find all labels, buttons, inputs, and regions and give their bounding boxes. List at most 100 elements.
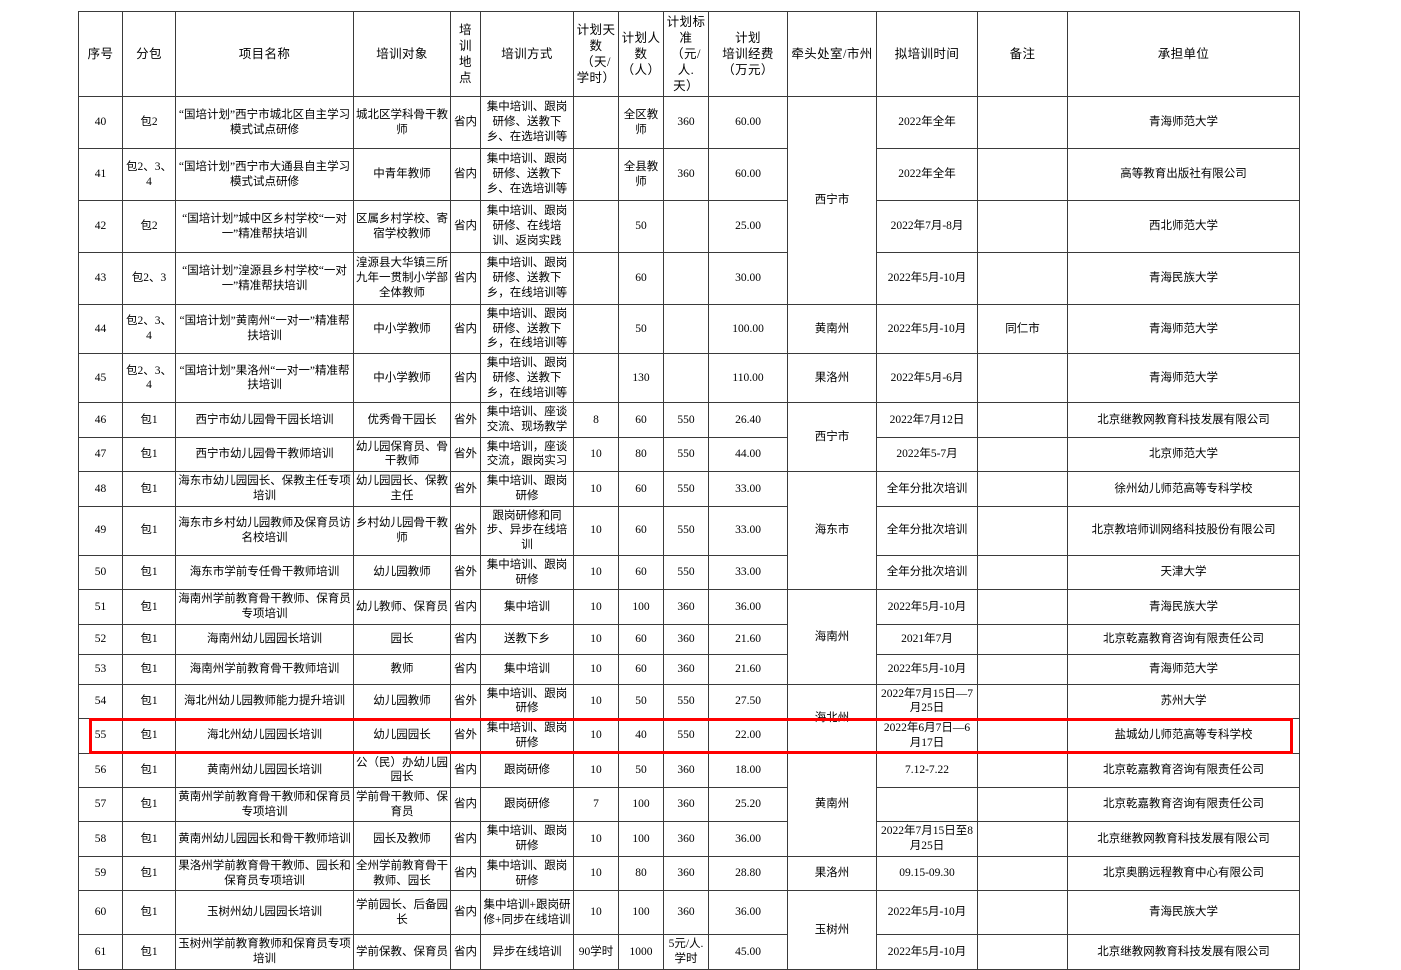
table-row[interactable]: 40 包2 “国培计划”西宁市城北区自主学习模式试点研修 城北区学科骨干教师 省内 集中培… <box>78 96 1300 305</box>
table-row[interactable]: 45 包2、3、4 “国培计划”果洛州“一对一”精准帮扶培训 中小学教师 省内 集中培训、… <box>78 353 1300 404</box>
cell-project: 果洛州学前教育骨干教师、园长和保育员专项培训 <box>175 855 354 892</box>
cell-seq: 49 <box>78 505 123 556</box>
table-row[interactable]: 58 包1 黄南州幼儿园园长和骨干教师培训 园长及教师 省内 集中培训、跟岗研修 10 100… <box>78 821 1300 857</box>
cell-standard: 550 <box>663 683 709 720</box>
cell-days: 10 <box>573 821 619 857</box>
cell-days: 10 <box>573 623 619 655</box>
cell-method: 集中培训 <box>480 653 574 685</box>
table-row[interactable]: 50 包1 海东市学前专任骨干教师培训 幼儿园教师 省外 集中培训、跟岗研修 10 60 550… <box>78 554 1300 591</box>
table-row[interactable]: 41 包2、3、4 “国培计划”西宁市大通县自主学习模式试点研修 中青年教师 省内 集中培… <box>78 148 1300 201</box>
cell-unit: 北京乾嘉教育咨询有限责任公司 <box>1067 752 1300 788</box>
cell-budget: 33.00 <box>708 505 788 556</box>
cell-method: 集中培训，座谈交流，跟岗实习 <box>480 436 574 473</box>
cell-days: 90学时 <box>573 934 619 970</box>
cell-audience: 湟源县大华镇三所九年一贯制小学部全体教师 <box>353 252 451 305</box>
cell-unit: 青海师范大学 <box>1067 653 1300 685</box>
cell-people: 50 <box>618 200 664 253</box>
cell-remark: 同仁市 <box>977 303 1068 355</box>
cell-project: “国培计划”西宁市城北区自主学习模式试点研修 <box>175 96 354 149</box>
cell-unit: 北京教培师训网络科技股份有限公司 <box>1067 505 1300 556</box>
cell-budget: 25.00 <box>708 200 788 253</box>
table-row[interactable]: 42 包2 “国培计划”城中区乡村学校“一对一”精准帮扶培训 区属乡村学校、寄宿学校教… <box>78 200 1300 253</box>
cell-unit: 徐州幼儿师范高等专科学校 <box>1067 471 1300 507</box>
table-row[interactable]: 52 包1 海南州幼儿园园长培训 园长 省内 送教下乡 10 60 360 21.60 2021年7… <box>78 623 1300 655</box>
cell-unit: 北京奥鹏远程教育中心有限公司 <box>1067 855 1300 892</box>
cell-seq: 42 <box>78 200 123 253</box>
cell-seq: 52 <box>78 623 123 655</box>
table-row[interactable]: 49 包1 海东市乡村幼儿园教师及保育员访名校培训 乡村幼儿园骨干教师 省外 跟岗研修和同… <box>78 505 1300 556</box>
table-row[interactable]: 51 包1 海南州学前教育骨干教师、保育员专项培训 幼儿教师、保育员 省内 集中培训 10 1… <box>78 589 1300 685</box>
cell-unit: 盐城幼儿师范高等专科学校 <box>1067 718 1300 754</box>
cell-period: 2022年5月-10月 <box>876 252 978 305</box>
cell-project: 海东市学前专任骨干教师培训 <box>175 554 354 591</box>
cell-package: 包1 <box>122 683 176 720</box>
cell-project: 西宁市幼儿园骨干教师培训 <box>175 436 354 473</box>
cell-lead: 玉树州 <box>787 890 877 970</box>
cell-project: 海南州幼儿园园长培训 <box>175 623 354 655</box>
cell-method: 跟岗研修 <box>480 786 574 823</box>
table-row[interactable]: 60 包1 玉树州幼儿园园长培训 学前园长、后备园长 省内 集中培训+跟岗研修+同步在线培… <box>78 890 1300 970</box>
table-row[interactable]: 47 包1 西宁市幼儿园骨干教师培训 幼儿园保育员、骨干教师 省外 集中培训，座谈交流，跟… <box>78 436 1300 473</box>
cell-period: 2022年5月-10月 <box>876 653 978 685</box>
cell-place: 省内 <box>450 353 481 404</box>
column-header-period: 拟培训时间 <box>876 11 978 97</box>
cell-place: 省内 <box>450 934 481 970</box>
cell-seq: 58 <box>78 821 123 857</box>
cell-package: 包2、3 <box>122 252 176 305</box>
cell-seq: 54 <box>78 683 123 720</box>
cell-place: 省外 <box>450 683 481 720</box>
cell-unit: 青海师范大学 <box>1067 96 1300 149</box>
cell-project: “国培计划”黄南州“一对一”精准帮扶培训 <box>175 303 354 355</box>
table-row[interactable]: 54 包1 海北州幼儿园教师能力提升培训 幼儿园教师 省外 集中培训、跟岗研修 10 50 55… <box>78 683 1300 754</box>
table-row[interactable]: 53 包1 海南州学前教育骨干教师培训 教师 省内 集中培训 10 60 360 21.60 202… <box>78 653 1300 685</box>
cell-period: 2022年5-7月 <box>876 436 978 473</box>
cell-place: 省内 <box>450 200 481 253</box>
cell-remark <box>977 752 1068 788</box>
cell-method: 异步在线培训 <box>480 934 574 970</box>
cell-remark <box>977 589 1068 625</box>
table-row[interactable]: 57 包1 黄南州学前教育骨干教师和保育员专项培训 学前骨干教师、保育员 省内 跟岗研修 7… <box>78 786 1300 823</box>
cell-method: 集中培训、跟岗研修、送教下乡、在选培训等 <box>480 96 574 149</box>
cell-period: 全年分批次培训 <box>876 471 978 507</box>
cell-budget: 33.00 <box>708 554 788 591</box>
cell-period: 09.15-09.30 <box>876 855 978 892</box>
cell-audience: 幼儿园园长 <box>353 718 451 754</box>
table-row[interactable]: 43 包2、3 “国培计划”湟源县乡村学校“一对一”精准帮扶培训 湟源县大华镇三所九年… <box>78 252 1300 305</box>
cell-package: 包1 <box>122 505 176 556</box>
cell-period: 2022年7月-8月 <box>876 200 978 253</box>
cell-package: 包1 <box>122 855 176 892</box>
table-row[interactable]: 46 包1 西宁市幼儿园骨干园长培训 优秀骨干园长 省外 集中培训、座谈交流、现场教学 8 6… <box>78 402 1300 473</box>
cell-standard: 550 <box>663 505 709 556</box>
cell-budget: 36.00 <box>708 821 788 857</box>
cell-remark <box>977 786 1068 823</box>
cell-days: 10 <box>573 752 619 788</box>
cell-unit: 青海师范大学 <box>1067 353 1300 404</box>
cell-people: 60 <box>618 623 664 655</box>
table-row[interactable]: 48 包1 海东市幼儿园园长、保教主任专项培训 幼儿园园长、保教主任 省外 集中培训、跟岗… <box>78 471 1300 591</box>
cell-seq: 51 <box>78 589 123 625</box>
table-row[interactable]: 59 包1 果洛州学前教育骨干教师、园长和保育员专项培训 全州学前教育骨干教师、园长省… <box>78 855 1300 892</box>
cell-project: “国培计划”城中区乡村学校“一对一”精准帮扶培训 <box>175 200 354 253</box>
cell-method: 集中培训+跟岗研修+同步在线培训 <box>480 890 574 936</box>
cell-method: 跟岗研修 <box>480 752 574 788</box>
cell-days: 10 <box>573 554 619 591</box>
cell-audience: 学前保教、保育员 <box>353 934 451 970</box>
cell-remark <box>977 554 1068 591</box>
cell-seq: 46 <box>78 402 123 438</box>
cell-period: 2022年5月-10月 <box>876 890 978 936</box>
cell-days: 10 <box>573 589 619 625</box>
cell-package: 包2 <box>122 200 176 253</box>
table-row[interactable]: 55 包1 海北州幼儿园园长培训 幼儿园园长 省外 集中培训、跟岗研修 10 40 550 22.… <box>78 718 1300 754</box>
column-header-place: 培训 地点 <box>450 11 481 97</box>
cell-audience: 幼儿园教师 <box>353 683 451 720</box>
table-row[interactable]: 44 包2、3、4 “国培计划”黄南州“一对一”精准帮扶培训 中小学教师 省内 集中培训、… <box>78 303 1300 355</box>
cell-people: 60 <box>618 402 664 438</box>
cell-project: 海东市乡村幼儿园教师及保育员访名校培训 <box>175 505 354 556</box>
cell-seq: 50 <box>78 554 123 591</box>
cell-audience: 学前园长、后备园长 <box>353 890 451 936</box>
cell-audience: 中青年教师 <box>353 148 451 201</box>
column-header-package: 分包 <box>122 11 176 97</box>
cell-project: 黄南州幼儿园园长培训 <box>175 752 354 788</box>
table-row[interactable]: 61 包1 玉树州学前教育教师和保育员专项培训 学前保教、保育员 省内 异步在线培训 90学… <box>78 934 1300 970</box>
table-row[interactable]: 56 包1 黄南州幼儿园园长培训 公（民）办幼儿园园长 省内 跟岗研修 10 50 360 18.… <box>78 752 1300 857</box>
